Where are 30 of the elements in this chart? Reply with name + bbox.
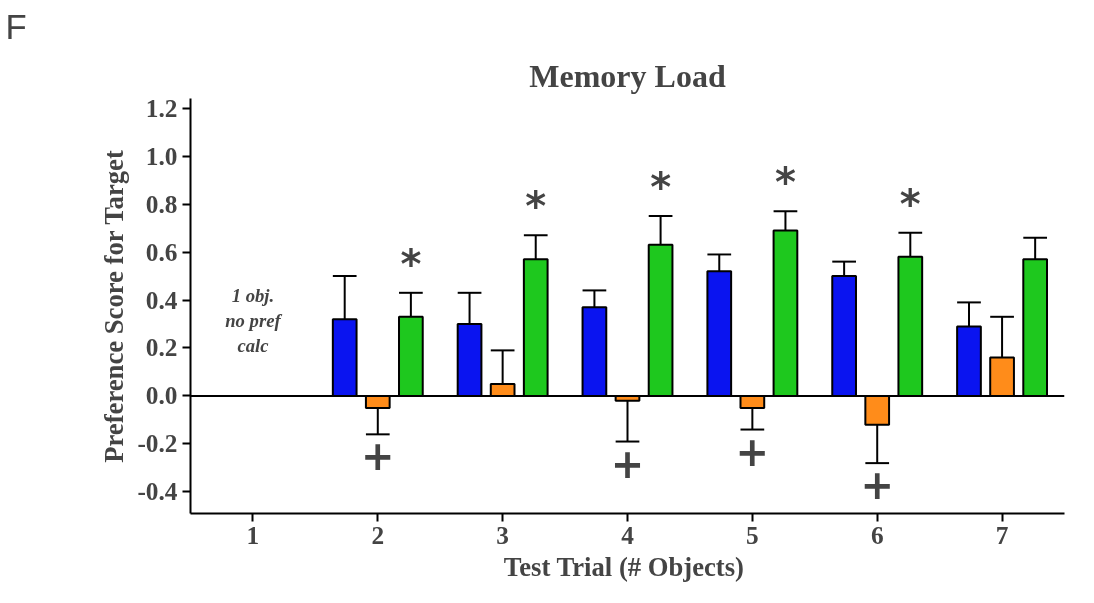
x-tick-label: 6 — [870, 520, 884, 549]
data-label: * — [899, 180, 921, 227]
data-label: * — [525, 183, 547, 230]
data-label: + — [860, 462, 894, 509]
y-tick-label: -0.4 — [137, 477, 178, 506]
data-label: + — [735, 428, 770, 475]
x-tick-label: 4 — [621, 520, 635, 549]
x-tick-label: 7 — [995, 520, 1009, 549]
data-label: * — [400, 240, 422, 287]
x-axis-title: Test Trial (# Objects) — [503, 551, 744, 582]
text: F — [5, 7, 27, 46]
x-tick-label: 2 — [371, 520, 385, 549]
x-tick-label: 3 — [496, 520, 509, 549]
y-tick-label: 0.6 — [145, 237, 178, 266]
y-tick-label: 0.8 — [145, 189, 178, 218]
x-tick-label: 5 — [746, 520, 759, 549]
y-tick-label: 0.4 — [145, 285, 178, 314]
y-tick-label: -0.2 — [137, 429, 178, 458]
data-label: * — [650, 164, 672, 211]
y-tick-label: 1.2 — [145, 93, 178, 122]
data-label: + — [361, 433, 395, 480]
data-label: * — [774, 159, 796, 206]
chart-title: Memory Load — [529, 57, 726, 94]
y-tick-label: 0.0 — [145, 381, 178, 410]
data-label: + — [610, 440, 645, 487]
y-tick-label: 1.0 — [145, 141, 178, 170]
y-axis-title: Preference Score for Target — [99, 150, 130, 463]
annotation: 1 obj. no pref calc — [225, 284, 283, 356]
x-tick-label: 1 — [246, 520, 260, 549]
y-tick-label: 0.2 — [145, 333, 178, 362]
